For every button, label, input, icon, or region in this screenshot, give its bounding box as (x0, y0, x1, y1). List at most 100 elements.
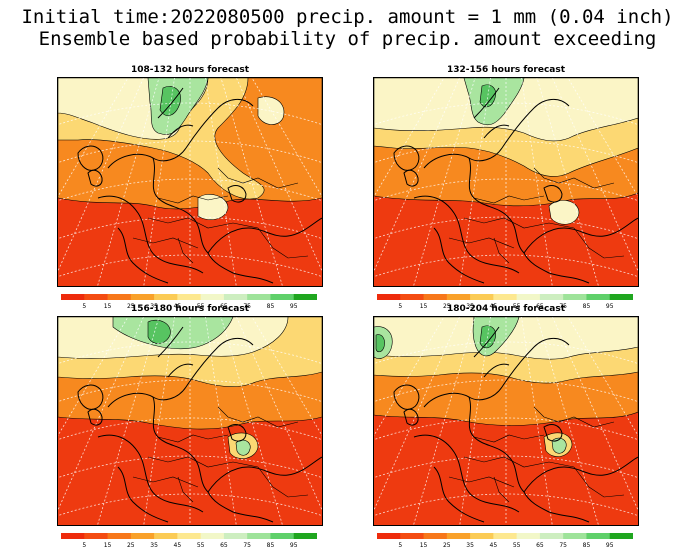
panel-title: 108-132 hours forecast (130, 65, 250, 75)
colorbar-segment (586, 533, 611, 539)
probability-map (57, 316, 323, 526)
meridian-line (374, 317, 460, 511)
colorbar-segment (247, 294, 271, 300)
country-border (463, 456, 575, 468)
colorbar-graphic: 5 15 25 35 45 55 65 75 85 95 (61, 533, 317, 549)
colorbar-tick-label: 55 (513, 542, 521, 549)
country-border (448, 237, 515, 249)
colorbar-segment (609, 533, 633, 539)
latitude-line (374, 455, 638, 479)
meridian-line (97, 317, 160, 525)
colorbar-tick-label: 15 (104, 542, 112, 549)
colorbar-segment (270, 533, 295, 539)
lat-lon-grid (58, 317, 322, 525)
colorbar-tick-label: 75 (559, 542, 567, 549)
colorbar-segment (516, 294, 541, 300)
coastline (403, 408, 419, 426)
colorbar-segment (563, 533, 587, 539)
coastline (393, 384, 420, 410)
coastline (423, 338, 570, 408)
country-border (493, 476, 510, 503)
meridian-line (536, 317, 599, 525)
colorbar-tick-label: 35 (466, 542, 474, 549)
country-border (448, 476, 515, 488)
coastline (468, 396, 525, 493)
coastline (152, 396, 209, 493)
latitude-line (374, 379, 638, 403)
coastline (227, 185, 247, 203)
colorbar-segment (107, 294, 132, 300)
lat-lon-grid (374, 317, 638, 525)
field-region-high (58, 78, 285, 221)
panel-title: 180-204 hours forecast (446, 304, 566, 314)
field-region-top (374, 317, 567, 454)
colorbar-tick-label: 95 (290, 542, 298, 549)
colorbar-tick-label: 85 (267, 542, 275, 549)
colorbar-segment (516, 533, 541, 539)
colorbar-tick-label: 55 (197, 542, 205, 549)
colorbar-tick-label: 35 (466, 303, 474, 310)
colorbar-tick-label: 75 (559, 303, 567, 310)
colorbar-tick-label: 15 (420, 542, 428, 549)
meridian-line (220, 317, 283, 525)
colorbar-tick-label: 45 (174, 542, 182, 549)
meridian-line (413, 317, 476, 525)
country-borders (448, 167, 625, 264)
lat-lon-grid (374, 78, 638, 286)
colorbar-tick-label: 45 (174, 303, 182, 310)
coastline (393, 145, 420, 171)
colorbar-tick-label: 85 (583, 303, 591, 310)
colorbar-tick-label: 25 (443, 303, 451, 310)
country-border (573, 466, 625, 498)
colorbar-tick-label: 75 (243, 303, 251, 310)
country-border (147, 217, 259, 229)
coastline (117, 227, 169, 284)
country-border (217, 167, 299, 189)
colorbar-segment (446, 533, 471, 539)
coastline (227, 424, 247, 442)
meridian-line (236, 317, 322, 511)
meridian-line (552, 317, 638, 511)
coastlines (393, 87, 638, 284)
colorbar-tick-label: 75 (243, 542, 251, 549)
panel-title: 156-180 hours forecast (130, 304, 250, 314)
meridian-line (552, 78, 638, 272)
colorbar-tick-label: 5 (82, 542, 86, 549)
country-border (157, 195, 229, 204)
field-region-peak (479, 84, 496, 108)
country-border (257, 227, 309, 259)
country-border (132, 476, 199, 488)
meridian-line (374, 78, 460, 272)
colorbar-graphic: 5 15 25 35 45 55 65 75 85 95 (377, 294, 633, 310)
colorbar-segment (247, 533, 271, 539)
coastline (107, 99, 254, 169)
coastline (423, 99, 570, 169)
coastline (468, 157, 525, 254)
colorbar-tick-label: 95 (606, 542, 614, 549)
colorbar-tick-label: 45 (490, 542, 498, 549)
probability-map (373, 77, 639, 287)
country-border (177, 237, 194, 264)
colorbar-graphic: 5 15 25 35 45 55 65 75 85 95 (377, 533, 633, 549)
coastline (523, 456, 638, 493)
meridian-line (236, 78, 322, 272)
colorbar-segment (130, 294, 155, 300)
colorbar-segment (539, 294, 564, 300)
colorbar-tick-label: 55 (513, 303, 521, 310)
colorbar-segment (377, 294, 401, 300)
coastline (433, 466, 485, 523)
coastline (523, 217, 638, 254)
probability-map (373, 316, 639, 526)
latitude-line (58, 216, 322, 240)
colorbar-graphic: 5 15 25 35 45 55 65 75 85 95 (61, 294, 317, 310)
coastline (207, 217, 322, 254)
coastline (97, 195, 204, 274)
colorbar-segment (563, 294, 587, 300)
coastlines (77, 326, 322, 523)
latitude-line (58, 140, 322, 164)
map-field (58, 317, 322, 525)
coastline (543, 424, 563, 442)
colorbar-segment (177, 533, 202, 539)
coastline (157, 87, 194, 139)
field-region-high (374, 78, 638, 225)
